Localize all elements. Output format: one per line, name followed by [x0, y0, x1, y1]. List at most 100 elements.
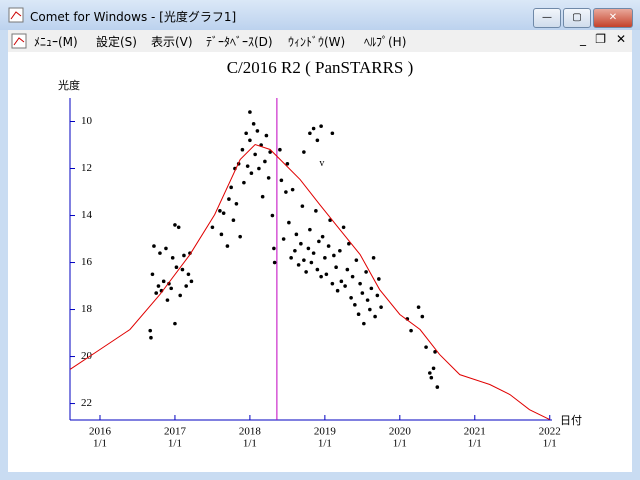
observation: [323, 256, 327, 260]
observation: [221, 211, 226, 215]
observation: [152, 244, 156, 248]
observation: [330, 131, 335, 136]
observation: [253, 152, 257, 157]
observation: [365, 298, 370, 302]
y-tick-label: 22: [81, 397, 92, 409]
observation: [315, 267, 320, 272]
observation: [165, 298, 170, 302]
observation: [317, 239, 321, 244]
y-tick-label: 10: [81, 115, 93, 127]
maximize-button[interactable]: ▢: [563, 8, 591, 28]
observation: [332, 253, 336, 258]
x-tick-sublabel: 1/1: [468, 438, 482, 450]
observation: [299, 241, 303, 246]
observation: [281, 237, 286, 241]
observation: [302, 150, 306, 154]
menu-item[interactable]: ﾍﾙﾌﾟ(H): [364, 35, 407, 49]
x-tick-sublabel: 1/1: [393, 438, 407, 450]
menu-item[interactable]: 表示(V): [151, 35, 193, 49]
observation: [249, 171, 254, 176]
child-restore[interactable]: ❐: [595, 32, 606, 46]
observation: [284, 190, 288, 194]
observation: [362, 321, 366, 326]
observation: [182, 253, 186, 258]
x-tick-label: 2016: [89, 426, 112, 438]
observation: [245, 164, 250, 168]
observation: [373, 314, 377, 319]
observation: [173, 321, 177, 326]
observation: [167, 281, 171, 286]
observation: [409, 328, 413, 333]
observation: [272, 246, 276, 251]
observation: [279, 178, 284, 183]
y-axis-label: 光度: [58, 78, 80, 92]
observation: [335, 288, 340, 293]
menu-item[interactable]: 設定(S): [96, 35, 137, 49]
observation: [356, 312, 361, 317]
menu-item[interactable]: ﾃﾞｰﾀﾍﾞｰｽ(D): [206, 35, 273, 49]
observation: [285, 162, 290, 166]
observation: [319, 274, 323, 279]
observation: [266, 176, 271, 180]
observation: [302, 258, 306, 262]
observation: [304, 270, 308, 274]
observation: [257, 166, 261, 171]
observation: [255, 129, 260, 133]
observation: [420, 314, 425, 319]
observation: [227, 197, 231, 201]
child-close[interactable]: ✕: [615, 32, 626, 46]
observation: [272, 260, 277, 265]
observation: [300, 204, 305, 208]
observation: [377, 277, 381, 281]
observation: [231, 218, 236, 223]
menu-bar: _ ❐ ✕ ﾒﾆｭｰ(M) 設定(S) 表示(V) ﾃﾞｰﾀﾍﾞｰｽ(D) ｳｨﾝﾄﾞｳ…: [8, 30, 632, 52]
observation: [379, 305, 383, 309]
observation: [296, 263, 301, 267]
observation: [180, 267, 185, 272]
close-button[interactable]: ✕: [593, 8, 633, 28]
child-minimize[interactable]: _: [580, 32, 586, 46]
observation: [339, 279, 344, 284]
menu-item[interactable]: ｳｨﾝﾄﾞｳ(W): [288, 35, 346, 49]
observation: [248, 110, 252, 114]
observation: [431, 366, 436, 371]
observation: [326, 244, 331, 248]
x-tick-sublabel: 1/1: [168, 438, 182, 450]
observation: [354, 258, 359, 262]
doc-icon: [11, 33, 27, 49]
observation: [158, 251, 162, 255]
observation: [263, 159, 267, 164]
observation: [368, 307, 372, 312]
menu-item[interactable]: ﾒﾆｭｰ(M): [34, 35, 78, 49]
observation: [315, 138, 320, 143]
app-icon: [8, 7, 24, 23]
observation: [251, 122, 256, 126]
x-tick-sublabel: 1/1: [93, 438, 107, 450]
observation: [156, 284, 161, 288]
title-bar: Comet for Windows - [光度グラフ1] — ▢ ✕: [0, 0, 640, 30]
observation: [424, 345, 428, 349]
graph-area: C/2016 R2 ( PanSTARRS ) 光度 日付 10 12 14 16 18 20 2…: [8, 52, 632, 472]
observation: [347, 241, 351, 246]
observation: [242, 180, 246, 185]
chart-title: C/2016 R2 ( PanSTARRS ): [227, 58, 414, 77]
observation: [238, 234, 242, 239]
observation: [225, 244, 230, 248]
observation: [306, 246, 311, 251]
observation: [210, 225, 215, 230]
annotation: v: [319, 158, 324, 169]
observation: [433, 350, 437, 354]
x-tick-sublabel: 1/1: [318, 438, 332, 450]
observation: [311, 251, 316, 255]
observation: [319, 124, 323, 129]
observation: [287, 220, 291, 225]
y-tick-label: 14: [81, 209, 93, 221]
x-tick-sublabel: 1/1: [543, 438, 557, 450]
observation: [320, 234, 325, 239]
minimize-button[interactable]: —: [533, 8, 561, 28]
observation: [428, 371, 432, 375]
observation: [150, 272, 155, 277]
model-curve: [69, 143, 550, 420]
observation: [429, 375, 434, 380]
